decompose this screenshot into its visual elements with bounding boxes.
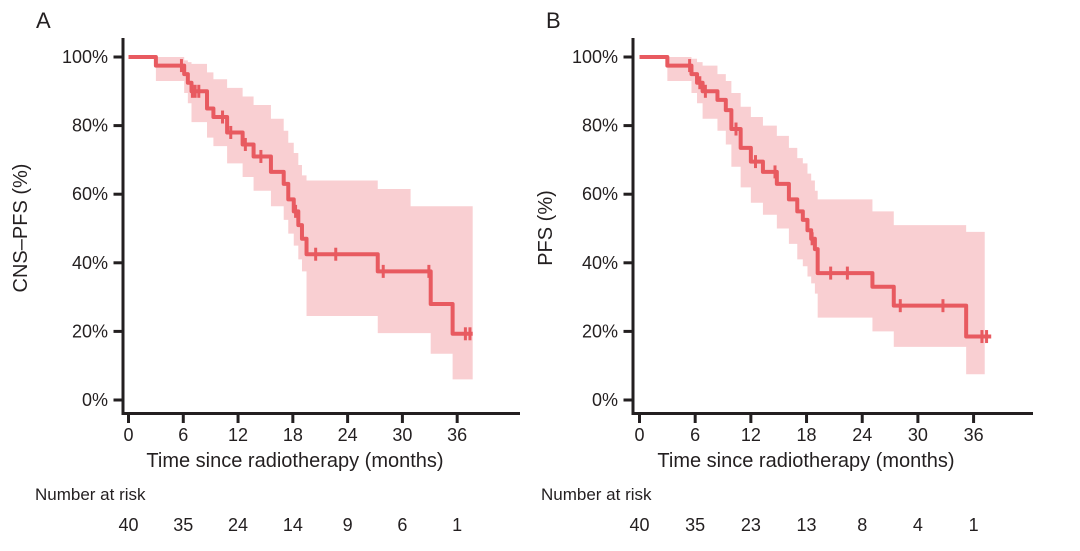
panel-b-risk-count: 23 xyxy=(741,515,761,535)
panel-b-x-tick-label: 0 xyxy=(634,425,644,445)
panel-a-risk-count: 9 xyxy=(343,515,353,535)
panel-a-y-tick-label: 0% xyxy=(82,390,108,410)
panel-a-survival-curve xyxy=(128,55,473,336)
panel-b-y-tick-label: 20% xyxy=(582,321,618,341)
panel-a-risk-count: 35 xyxy=(173,515,193,535)
panel-a-y-tick-label: 40% xyxy=(72,253,108,273)
panel-b-risk-count: 1 xyxy=(969,515,979,535)
panel-a-letter: A xyxy=(36,8,51,33)
panel-a-y-tick-label: 20% xyxy=(72,321,108,341)
panel-a-risk-count: 40 xyxy=(118,515,138,535)
panel-b-number-at-risk-label: Number at risk xyxy=(541,485,652,504)
panel-b-y-tick-label: 60% xyxy=(582,184,618,204)
panel-b-risk-count: 4 xyxy=(913,515,923,535)
panel-b-x-tick-label: 36 xyxy=(964,425,984,445)
panel-b-risk-count: 8 xyxy=(857,515,867,535)
panel-b-letter: B xyxy=(546,8,561,33)
panel-a-x-tick-label: 18 xyxy=(283,425,303,445)
panel-a-x-tick-label: 24 xyxy=(338,425,358,445)
panel-b-y-tick-label: 40% xyxy=(582,253,618,273)
panel-a-y-axis-title: CNS–PFS (%) xyxy=(10,163,32,293)
panel-a-x-tick-label: 36 xyxy=(447,425,467,445)
panel-b-y-axis-title: PFS (%) xyxy=(535,190,557,266)
panel-a-y-tick-label: 100% xyxy=(62,47,108,67)
panel-b-risk-count: 40 xyxy=(629,515,649,535)
panel-a-risk-count: 14 xyxy=(283,515,303,535)
panel-a-x-tick-label: 0 xyxy=(123,425,133,445)
panel-b-x-axis-title: Time since radiotherapy (months) xyxy=(657,450,955,472)
panel-b-x-tick-label: 6 xyxy=(690,425,700,445)
panel-a-risk-count: 1 xyxy=(452,515,462,535)
panel-a-x-tick-label: 30 xyxy=(392,425,412,445)
panel-a-x-axis-title: Time since radiotherapy (months) xyxy=(146,450,444,472)
panel-a-number-at-risk-label: Number at risk xyxy=(35,485,146,504)
panel-b-x-tick-label: 18 xyxy=(797,425,817,445)
panel-b-x-tick-label: 12 xyxy=(741,425,761,445)
panel-b-y-tick-label: 80% xyxy=(582,116,618,136)
panel-a-y-tick-label: 60% xyxy=(72,184,108,204)
panel-b-x-tick-label: 30 xyxy=(908,425,928,445)
panel-b-confidence-band xyxy=(667,57,985,375)
panel-b-risk-count: 35 xyxy=(685,515,705,535)
panel-b-y-tick-label: 0% xyxy=(592,390,618,410)
panel-b-x-tick-label: 24 xyxy=(852,425,872,445)
panel-a-x-tick-label: 6 xyxy=(178,425,188,445)
panel-b-survival-curve xyxy=(639,55,992,339)
panel-a-confidence-band xyxy=(155,57,473,380)
panel-a-y-tick-label: 80% xyxy=(72,116,108,136)
panel-a-x-tick-label: 12 xyxy=(228,425,248,445)
panel-a-risk-count: 24 xyxy=(228,515,248,535)
panel-b-risk-count: 13 xyxy=(797,515,817,535)
panel-b-y-tick-label: 100% xyxy=(572,47,618,67)
panel-a-risk-count: 6 xyxy=(397,515,407,535)
